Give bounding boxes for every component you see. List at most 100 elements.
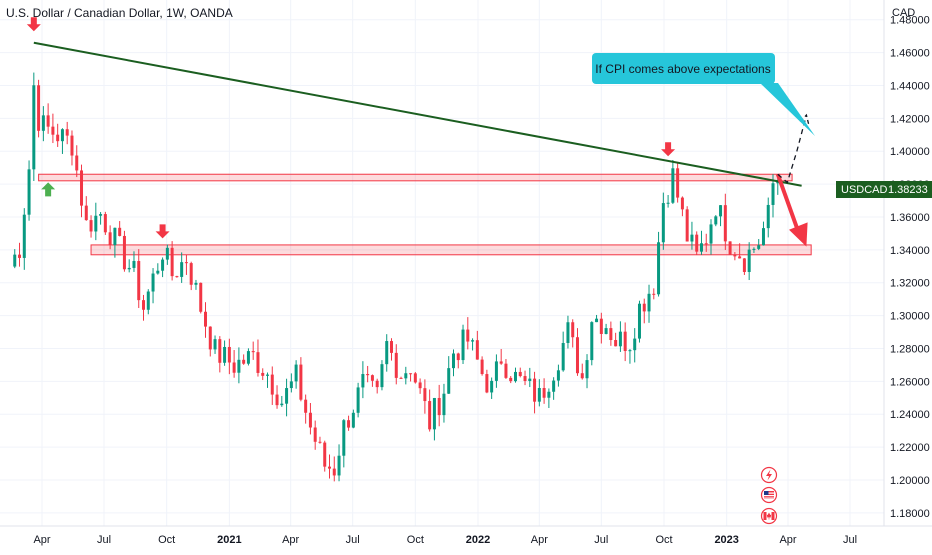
- candle-body: [180, 262, 184, 277]
- candle-body: [461, 329, 465, 361]
- candle-body: [480, 359, 484, 375]
- price-tick-label: 1.32000: [890, 278, 930, 290]
- candle-body: [647, 293, 651, 312]
- candle-body: [742, 258, 746, 272]
- candle-body: [471, 340, 475, 342]
- candle-body: [757, 245, 761, 249]
- candle-body: [628, 350, 632, 352]
- annotation-callout[interactable]: If CPI comes above expectations: [592, 53, 815, 136]
- candle-body: [599, 318, 603, 334]
- price-tick-label: 1.46000: [890, 48, 930, 60]
- candle-body: [165, 247, 169, 260]
- candle-body: [714, 216, 718, 225]
- candle-body: [513, 371, 517, 382]
- candle-body: [585, 360, 589, 379]
- candle-body: [642, 303, 646, 312]
- price-tick-label: 1.26000: [890, 376, 930, 388]
- candle-body: [375, 380, 379, 388]
- candle-body: [51, 126, 55, 135]
- candle-body: [223, 346, 227, 363]
- candle-body: [337, 455, 341, 476]
- candle-body: [466, 329, 470, 342]
- candle-body: [237, 359, 241, 373]
- sr-zones: [38, 173, 812, 256]
- candle-body: [690, 234, 694, 242]
- candle-body: [542, 388, 546, 398]
- candle-body: [256, 352, 260, 373]
- lightning-icon[interactable]: [760, 466, 778, 484]
- time-tick-label: 2023: [714, 534, 738, 546]
- candle-body: [447, 368, 451, 394]
- time-axis[interactable]: Apr Jul Oct 2021 Apr Jul Oct 2022 Apr Jul Oct 2023 A…: [33, 534, 857, 546]
- candle-body: [661, 203, 665, 243]
- grid-lines: [0, 0, 884, 526]
- candle-body: [246, 351, 250, 364]
- candle-body: [442, 393, 446, 416]
- candle-body: [361, 374, 365, 388]
- candle-body: [285, 388, 289, 404]
- candle-body: [699, 243, 703, 252]
- candle-body: [528, 378, 532, 381]
- currency-label: CAD: [892, 7, 915, 19]
- candle-body: [142, 300, 146, 310]
- callout-pointer: [760, 83, 815, 136]
- time-tick-label: Apr: [33, 534, 50, 546]
- time-tick-label: Oct: [407, 534, 424, 546]
- candle-body: [385, 341, 389, 365]
- time-tick-label: Apr: [282, 534, 299, 546]
- candle-body: [370, 375, 374, 381]
- candle-body: [80, 170, 84, 206]
- candle-body: [432, 397, 436, 430]
- candle-body: [561, 342, 565, 371]
- up-arrow-marker: [41, 182, 56, 197]
- candle-body: [251, 351, 255, 353]
- candle-body: [652, 293, 656, 295]
- candle-body: [547, 391, 551, 398]
- time-tick-label: Jul: [843, 534, 857, 546]
- time-tick-label: Jul: [594, 534, 608, 546]
- candle-body: [175, 276, 179, 278]
- candle-body: [208, 326, 212, 350]
- candle-body: [170, 247, 174, 277]
- candle-body: [389, 341, 393, 353]
- candle-body: [499, 361, 503, 364]
- candle-body: [709, 224, 713, 244]
- drawings: [26, 17, 810, 247]
- resistance-zone: [38, 173, 793, 182]
- candle-body: [752, 248, 756, 250]
- candle-body: [22, 214, 26, 258]
- us-flag-icon[interactable]: [760, 486, 778, 504]
- current-price-tag: USDCAD 1.38233: [836, 181, 932, 198]
- down-arrow-marker: [661, 142, 676, 157]
- candle-body: [657, 242, 661, 295]
- candle-body: [213, 339, 217, 350]
- candle-body: [32, 85, 36, 170]
- candle-body: [266, 374, 270, 376]
- candle-body: [404, 373, 408, 379]
- callout-box: [592, 53, 775, 84]
- candle-body: [37, 85, 41, 131]
- candle-body: [580, 373, 584, 379]
- canada-flag-icon[interactable]: [760, 507, 778, 525]
- candle-body: [137, 261, 141, 301]
- candle-body: [289, 381, 293, 389]
- candle-body: [270, 374, 274, 395]
- candle-body: [103, 214, 107, 233]
- candle-body: [552, 380, 556, 392]
- time-tick-label: Jul: [346, 534, 360, 546]
- candle-body: [184, 262, 188, 264]
- candle-body: [618, 331, 622, 347]
- candle-body: [189, 263, 193, 285]
- candle-body: [761, 228, 765, 246]
- candle-body: [351, 412, 355, 428]
- price-tick-label: 1.34000: [890, 245, 930, 257]
- candle-body: [46, 115, 50, 127]
- candle-body: [451, 353, 455, 369]
- candle-body: [308, 412, 312, 428]
- candle-body: [327, 466, 331, 469]
- candle-body: [242, 359, 246, 364]
- candle-body: [122, 235, 126, 270]
- candle-body: [156, 270, 160, 274]
